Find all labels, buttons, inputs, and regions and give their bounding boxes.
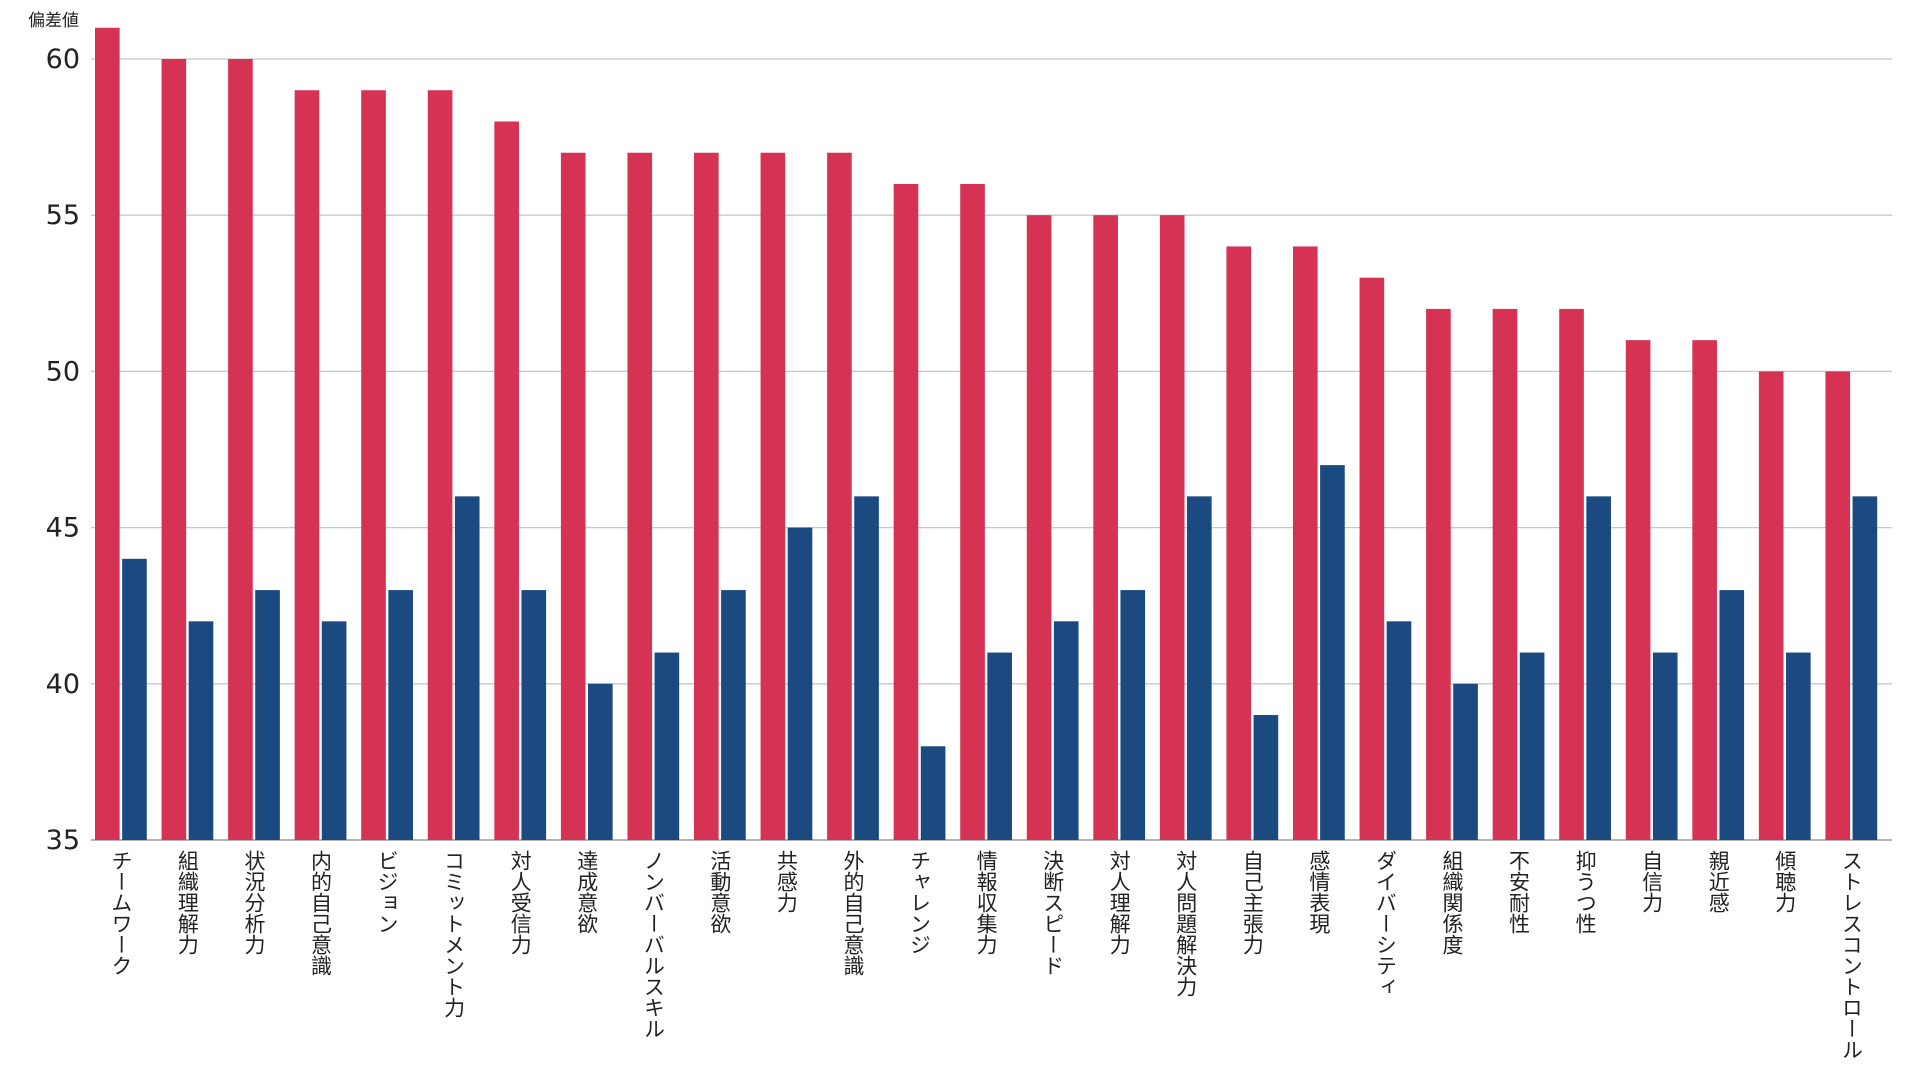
x-tick-label: 自己主張力	[1240, 850, 1264, 955]
bar	[188, 621, 214, 840]
bar	[1293, 246, 1318, 840]
bar	[1093, 215, 1118, 840]
bar	[1559, 308, 1584, 840]
bar	[1692, 340, 1717, 840]
x-tick-label: 内的自己意識	[309, 850, 333, 976]
x-tick-label: 傾聴力	[1773, 850, 1797, 913]
x-tick-label: 決断スピード	[1041, 850, 1065, 976]
bar	[854, 496, 879, 840]
x-tick-label: 対人問題解決力	[1174, 850, 1198, 997]
bar	[893, 183, 919, 840]
bar	[1625, 340, 1651, 840]
bar	[228, 59, 253, 840]
x-tick-label: 対人理解力	[1107, 850, 1131, 955]
x-tick-label: 外的自己意識	[841, 850, 865, 976]
bar	[1786, 652, 1811, 840]
bar	[827, 152, 852, 841]
bar	[1320, 465, 1345, 840]
bar	[161, 59, 187, 840]
bar	[1359, 277, 1385, 840]
x-tick-label: 不安耐性	[1507, 850, 1531, 934]
y-tick-label: 35	[46, 825, 80, 856]
x-tick-label: ストレスコントロール	[1839, 850, 1863, 1060]
x-tick-label: ダイバーシティ	[1373, 850, 1397, 997]
y-tick-label: 55	[46, 200, 80, 231]
x-tick-label: 感情表現	[1307, 850, 1331, 934]
bar	[521, 590, 547, 840]
y-axis-label: 偏差値	[28, 11, 79, 31]
y-tick-label: 50	[46, 356, 80, 387]
bar	[1492, 308, 1518, 840]
x-tick-label: 情報収集力	[974, 850, 998, 955]
bar	[1758, 371, 1784, 840]
bar	[588, 683, 613, 840]
bar	[1253, 715, 1279, 840]
y-tick-label: 60	[46, 44, 80, 75]
y-tick-label: 45	[46, 513, 80, 544]
x-tick-label: 活動意欲	[708, 850, 732, 934]
bar	[1226, 246, 1252, 840]
bar	[494, 121, 519, 841]
x-tick-label: 親近感	[1706, 850, 1730, 913]
bar	[1652, 652, 1678, 840]
bar	[255, 590, 280, 840]
x-tick-label: チャレンジ	[908, 850, 932, 955]
x-tick-label: 達成意欲	[575, 850, 599, 934]
x-tick-label: ビジョン	[375, 850, 399, 934]
x-tick-label: 抑うつ性	[1573, 850, 1597, 934]
bar	[1159, 215, 1185, 840]
bar	[95, 27, 120, 840]
bar	[1026, 215, 1052, 840]
bar	[787, 527, 813, 840]
bar	[1586, 496, 1611, 840]
bar	[1453, 683, 1478, 840]
bar	[361, 90, 386, 841]
bar	[1053, 621, 1079, 840]
bar	[760, 152, 786, 841]
x-tick-label: 組織関係度	[1440, 850, 1464, 955]
bar	[321, 621, 347, 840]
bar	[1519, 652, 1545, 840]
x-tick-label: コミットメント力	[442, 850, 466, 1018]
x-tick-label: チームワーク	[109, 850, 133, 976]
bar	[920, 746, 946, 840]
bar	[560, 152, 586, 841]
bar	[627, 152, 653, 841]
bar	[122, 558, 147, 840]
bar	[1426, 308, 1451, 840]
x-tick-label: 組織理解力	[175, 850, 199, 955]
bar	[1719, 590, 1745, 840]
bar	[1386, 621, 1412, 840]
bar	[388, 590, 413, 840]
bar	[454, 496, 480, 840]
bar	[427, 90, 453, 841]
bar	[960, 183, 985, 840]
bar	[1187, 496, 1212, 840]
x-tick-label: 共感力	[774, 850, 798, 913]
x-tick-label: 対人受信力	[508, 850, 532, 955]
x-tick-label: 自信力	[1640, 850, 1664, 913]
bar	[1120, 590, 1146, 840]
bar	[721, 590, 746, 840]
bar	[987, 652, 1012, 840]
bar	[694, 152, 719, 841]
bar	[1852, 496, 1878, 840]
bar	[1825, 371, 1851, 840]
x-tick-label: ノンバーバルスキル	[641, 850, 665, 1039]
x-tick-label: 状況分析力	[242, 850, 266, 955]
bar	[294, 90, 320, 841]
bar	[654, 652, 680, 840]
y-tick-label: 40	[46, 669, 80, 700]
